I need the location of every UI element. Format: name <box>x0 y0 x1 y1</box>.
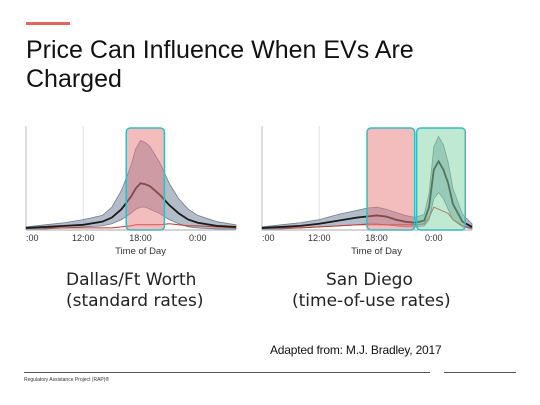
footer-divider-left <box>24 372 430 373</box>
dallas-chart: :00 12:00 18:00 0:00 Time of Day <box>25 126 237 257</box>
dallas-caption-line2: (standard rates) <box>66 291 204 311</box>
source-citation: Adapted from: M.J. Bradley, 2017 <box>270 343 442 357</box>
san-diego-tick-label: :00 <box>262 233 275 243</box>
dallas-caption: Dallas/Ft Worth (standard rates) <box>66 270 203 312</box>
slide-title: Price Can Influence When EVs Are Charged <box>26 36 414 93</box>
title-accent-bar <box>26 22 70 25</box>
san-diego-highlight-red <box>366 127 416 231</box>
dallas-x-axis-label: Time of Day <box>115 246 166 257</box>
footer-text: Regulatory Assistance Project (RAP)® <box>24 377 110 383</box>
dallas-tick-label: :00 <box>26 233 39 243</box>
dallas-tick-label: 18:00 <box>129 233 152 243</box>
san-diego-tick-label: 12:00 <box>308 233 331 243</box>
dallas-tick-label: 12:00 <box>72 233 95 243</box>
san-diego-chart-panel: :00 12:00 18:00 0:00 Time of Day <box>261 120 482 260</box>
san-diego-x-axis-label: Time of Day <box>351 246 402 257</box>
san-diego-caption-line2: (time-of-use rates) <box>292 291 451 311</box>
dallas-tick-label: 0:00 <box>189 233 207 243</box>
san-diego-highlight-green <box>415 127 467 231</box>
san-diego-tick-label: 0:00 <box>425 233 443 243</box>
dallas-caption-line1: Dallas/Ft Worth <box>66 270 197 290</box>
dallas-highlight-red <box>125 127 166 231</box>
san-diego-chart: :00 12:00 18:00 0:00 Time of Day <box>261 126 473 257</box>
san-diego-tick-label: 18:00 <box>365 233 388 243</box>
dallas-chart-panel: :00 12:00 18:00 0:00 Time of Day <box>25 120 246 260</box>
san-diego-caption: San Diego (time-of-use rates) <box>292 270 451 312</box>
footer-divider-right <box>444 372 516 373</box>
san-diego-caption-line1: San Diego <box>326 270 413 290</box>
